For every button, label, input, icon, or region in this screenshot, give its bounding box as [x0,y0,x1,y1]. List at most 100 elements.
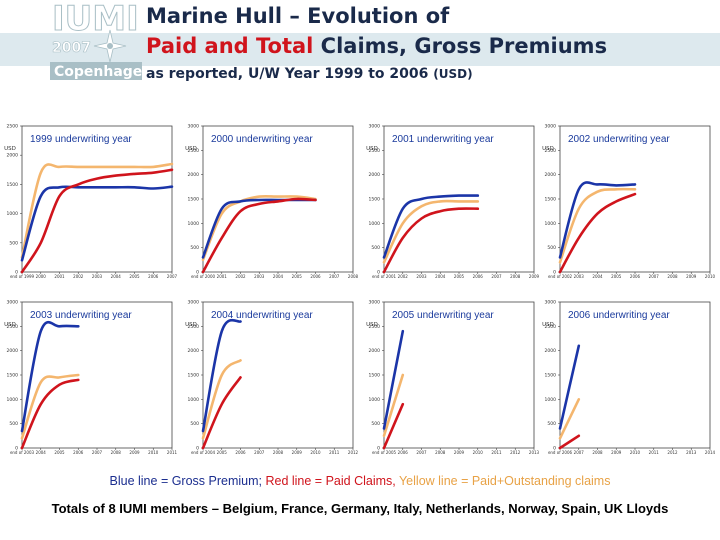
footer-note: Totals of 8 IUMI members – Belgium, Fran… [51,501,669,516]
x-tick-label: 2000 [36,274,47,279]
y-tick-label: 3000 [369,124,381,130]
y-tick-label: 2500 [369,148,381,154]
y-tick-label: 2000 [545,348,557,354]
x-tick-label: 2006 [148,274,159,279]
x-tick-label: 2005 [129,274,140,279]
x-tick-label: 2001 [217,274,228,279]
series-line [201,194,317,262]
x-tick-label: end of 2006 [548,450,573,455]
x-tick-label: 2012 [348,450,359,455]
x-tick-label: 2006 [630,274,641,279]
y-axis-label: USD [4,322,16,328]
x-tick-label: 2010 [630,450,641,455]
x-tick-label: 2011 [167,450,178,455]
y-tick-label: 1500 [369,373,381,379]
x-tick-label: 2007 [92,450,103,455]
y-tick-label: 500 [371,421,380,427]
plot-frame [21,301,173,449]
x-tick-label: end of 2005 [372,450,397,455]
chart-title: 1999 underwriting year [30,134,132,145]
x-tick-label: 2007 [167,274,178,279]
y-tick-label: 0 [553,270,556,276]
x-tick-label: 2008 [273,450,284,455]
legend-blue: Blue line = Gross Premium; [109,474,262,488]
y-tick-label: 2000 [369,348,381,354]
x-tick-label: end of 2004 [191,450,216,455]
x-tick-label: end of 2001 [372,274,397,279]
x-tick-label: 2014 [705,450,716,455]
plot-frame [559,301,711,449]
chart-title: 2003 underwriting year [30,310,132,321]
plot-frame [383,301,535,449]
y-tick-label: 1000 [7,397,19,403]
y-tick-label: 0 [377,446,380,452]
iumi-logo: IUMI 2007 Copenhagen [50,0,142,80]
y-axis-label: USD [366,146,378,152]
x-tick-label: 2008 [435,450,446,455]
y-tick-label: 2000 [188,172,200,178]
series-line [558,344,581,430]
y-tick-label: 1500 [188,197,200,203]
y-tick-label: 2000 [369,172,381,178]
x-tick-label: 2004 [435,274,446,279]
y-axis-label: USD [4,146,16,152]
x-tick-label: 2004 [111,274,122,279]
x-tick-label: 2002 [235,274,246,279]
x-tick-label: 2010 [148,450,159,455]
x-tick-label: 2006 [398,450,409,455]
legend-line: Blue line = Gross Premium; Red line = Pa… [0,474,720,488]
x-tick-label: 2007 [254,450,265,455]
series-line [201,359,242,440]
x-tick-label: 2012 [510,450,521,455]
logo-text-year: 2007 [52,40,91,56]
plot-frame [202,301,354,449]
x-tick-label: 2013 [686,450,697,455]
x-tick-label: 2009 [292,450,303,455]
logo-text-city: Copenhagen [54,64,142,80]
x-tick-label: 2006 [473,274,484,279]
title-highlight: Paid and Total [146,34,314,58]
x-tick-label: 2006 [73,450,84,455]
page-title-line1: Marine Hull – Evolution of [146,4,450,28]
chart-title: 2002 underwriting year [568,134,670,145]
x-tick-label: 2010 [310,450,321,455]
plot-frame [383,125,535,273]
series-line [558,398,581,440]
y-tick-label: 1500 [7,182,19,188]
y-tick-label: 1000 [545,397,557,403]
y-tick-label: 500 [547,245,556,251]
x-tick-label: 2007 [491,274,502,279]
x-tick-label: 2002 [398,274,409,279]
x-tick-label: 2011 [329,450,340,455]
y-tick-label: 2500 [545,148,557,154]
y-tick-label: 0 [15,270,18,276]
x-tick-label: 2008 [592,450,603,455]
series-line [20,320,80,433]
x-tick-label: 2006 [235,450,246,455]
page-title-line2: Paid and Total Claims, Gross Premiums [146,34,607,58]
y-tick-label: 3000 [188,124,200,130]
series-line [20,162,174,259]
y-tick-label: 1000 [188,221,200,227]
x-tick-label: 2004 [273,274,284,279]
y-tick-label: 2000 [545,172,557,178]
series-line [558,181,637,259]
y-tick-label: 2500 [7,324,19,330]
y-tick-label: 2000 [188,348,200,354]
series-line [20,373,80,440]
y-tick-label: 2500 [545,324,557,330]
logo-city-band [50,62,142,80]
legend-yellow: Yellow line = Paid+Outstanding claims [395,474,611,488]
y-tick-label: 1500 [545,197,557,203]
x-tick-label: 2009 [129,450,140,455]
x-tick-label: 2007 [574,450,585,455]
y-axis-label: USD [185,146,197,152]
chart-title: 2001 underwriting year [392,134,494,145]
y-tick-label: 0 [15,446,18,452]
chart-panel: 0 500 1000 1500 2000 2500 3000 end of 2001 2002 2… [366,124,539,280]
x-tick-label: 2004 [592,274,603,279]
y-tick-label: 0 [377,270,380,276]
y-tick-label: 1000 [369,397,381,403]
